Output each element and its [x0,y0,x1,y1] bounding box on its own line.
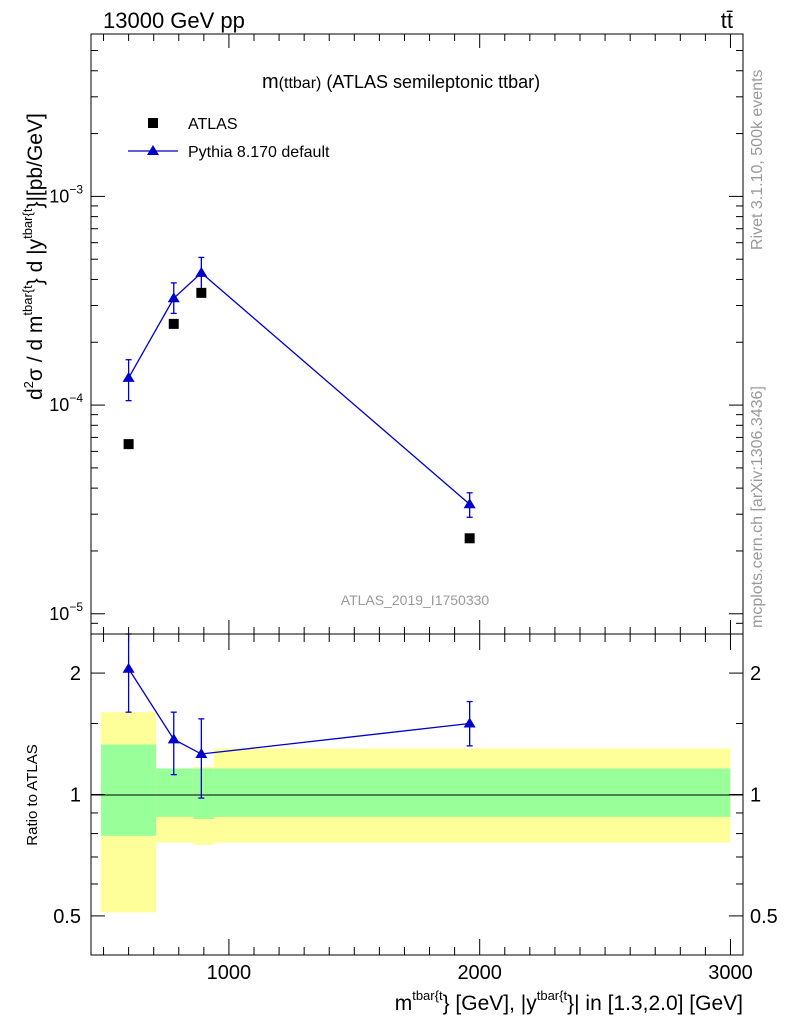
ratio-mc-point [463,717,476,728]
data-point [196,287,207,298]
main-y-tick-exponent: −5 [69,600,83,614]
x-tick-label: 2000 [457,962,502,984]
x-tick-label: 1000 [207,962,252,984]
ratio-y-tick-label-right: 0.5 [750,906,778,928]
mc-point [122,371,135,382]
plot-title-paren: (ttbar) [279,75,322,92]
data-point [464,533,475,544]
main-y-tick-base: 10 [49,395,69,415]
main-panel: m(ttbar) (ATLAS semileptonic ttbar) ATLA… [20,33,744,635]
ratio-mc-point [167,733,180,744]
header-process-label: 13000 GeV pp [103,8,245,33]
ratio-y-tick-label-left: 0.5 [53,906,81,928]
ratio-y-tick-label-left: 2 [70,663,81,685]
main-y-tick-label: 10−4 [49,391,83,415]
main-y-tick-base: 10 [49,604,69,624]
ratio-y-axis-label: Ratio to ATLAS [24,744,41,845]
ratio-series [122,633,476,799]
plot-title-main: m [262,71,279,93]
analysis-watermark: ATLAS_2019_I1750330 [341,592,490,608]
mcplots-reference-label: mcplots.cern.ch [arXiv:1306.3436] [749,386,766,628]
ratio-mc-point [195,748,208,759]
ratio-inner-band [193,768,214,819]
legend-data-label: ATLAS [188,116,238,133]
main-axes: 10−510−410−3 [49,33,743,635]
main-y-tick-base: 10 [49,186,69,206]
ratio-y-tick-label-left: 1 [70,785,81,807]
ratio-inner-band [101,744,157,836]
ratio-bands [101,712,731,913]
ratio-inner-band [213,768,731,817]
legend-mc-marker [147,145,159,155]
rivet-version-label: Rivet 3.1.10, 500k events [749,69,766,250]
x-axis-label: mtbar{t} [GeV], |ytbar{t}| in [1.3,2.0] … [395,988,743,1015]
plot-title: m(ttbar) (ATLAS semileptonic ttbar) [262,71,540,93]
ratio-inner-band [156,768,194,817]
data-point [168,318,179,329]
header-final-state-label: tt̄ [721,8,733,33]
plot-title-rest: (ATLAS semileptonic ttbar) [321,72,540,92]
main-y-tick-label: 10−3 [49,182,83,206]
main-y-axis-label: d2σ / d mtbar{t} d |ytbar{t}|[pb/GeV] [20,113,47,400]
ratio-axes: 0.5 0.5 1 1 2 2 1000 2000 3000 [53,634,778,984]
mc-point [463,498,476,509]
ratio-panel: 0.5 0.5 1 1 2 2 1000 2000 3000 Ratio to ATLAS mt… [24,633,778,1015]
x-tick-label: 3000 [708,962,753,984]
ratio-y-tick-label-right: 2 [750,663,761,685]
mc-point [167,292,180,303]
main-y-tick-exponent: −3 [69,182,83,196]
ratio-y-tick-label-right: 1 [750,785,761,807]
main-series [122,256,476,544]
mc-line [128,272,471,505]
legend-mc-label: Pythia 8.170 default [188,144,330,161]
main-y-tick-exponent: −4 [69,391,83,405]
mc-point [195,266,208,277]
ratio-frame [90,633,744,956]
ratio-mc-line [128,668,470,755]
ratio-mc-point [122,662,135,673]
main-y-tick-label: 10−5 [49,600,83,624]
legend-data-marker [148,118,158,128]
data-point [123,439,134,450]
